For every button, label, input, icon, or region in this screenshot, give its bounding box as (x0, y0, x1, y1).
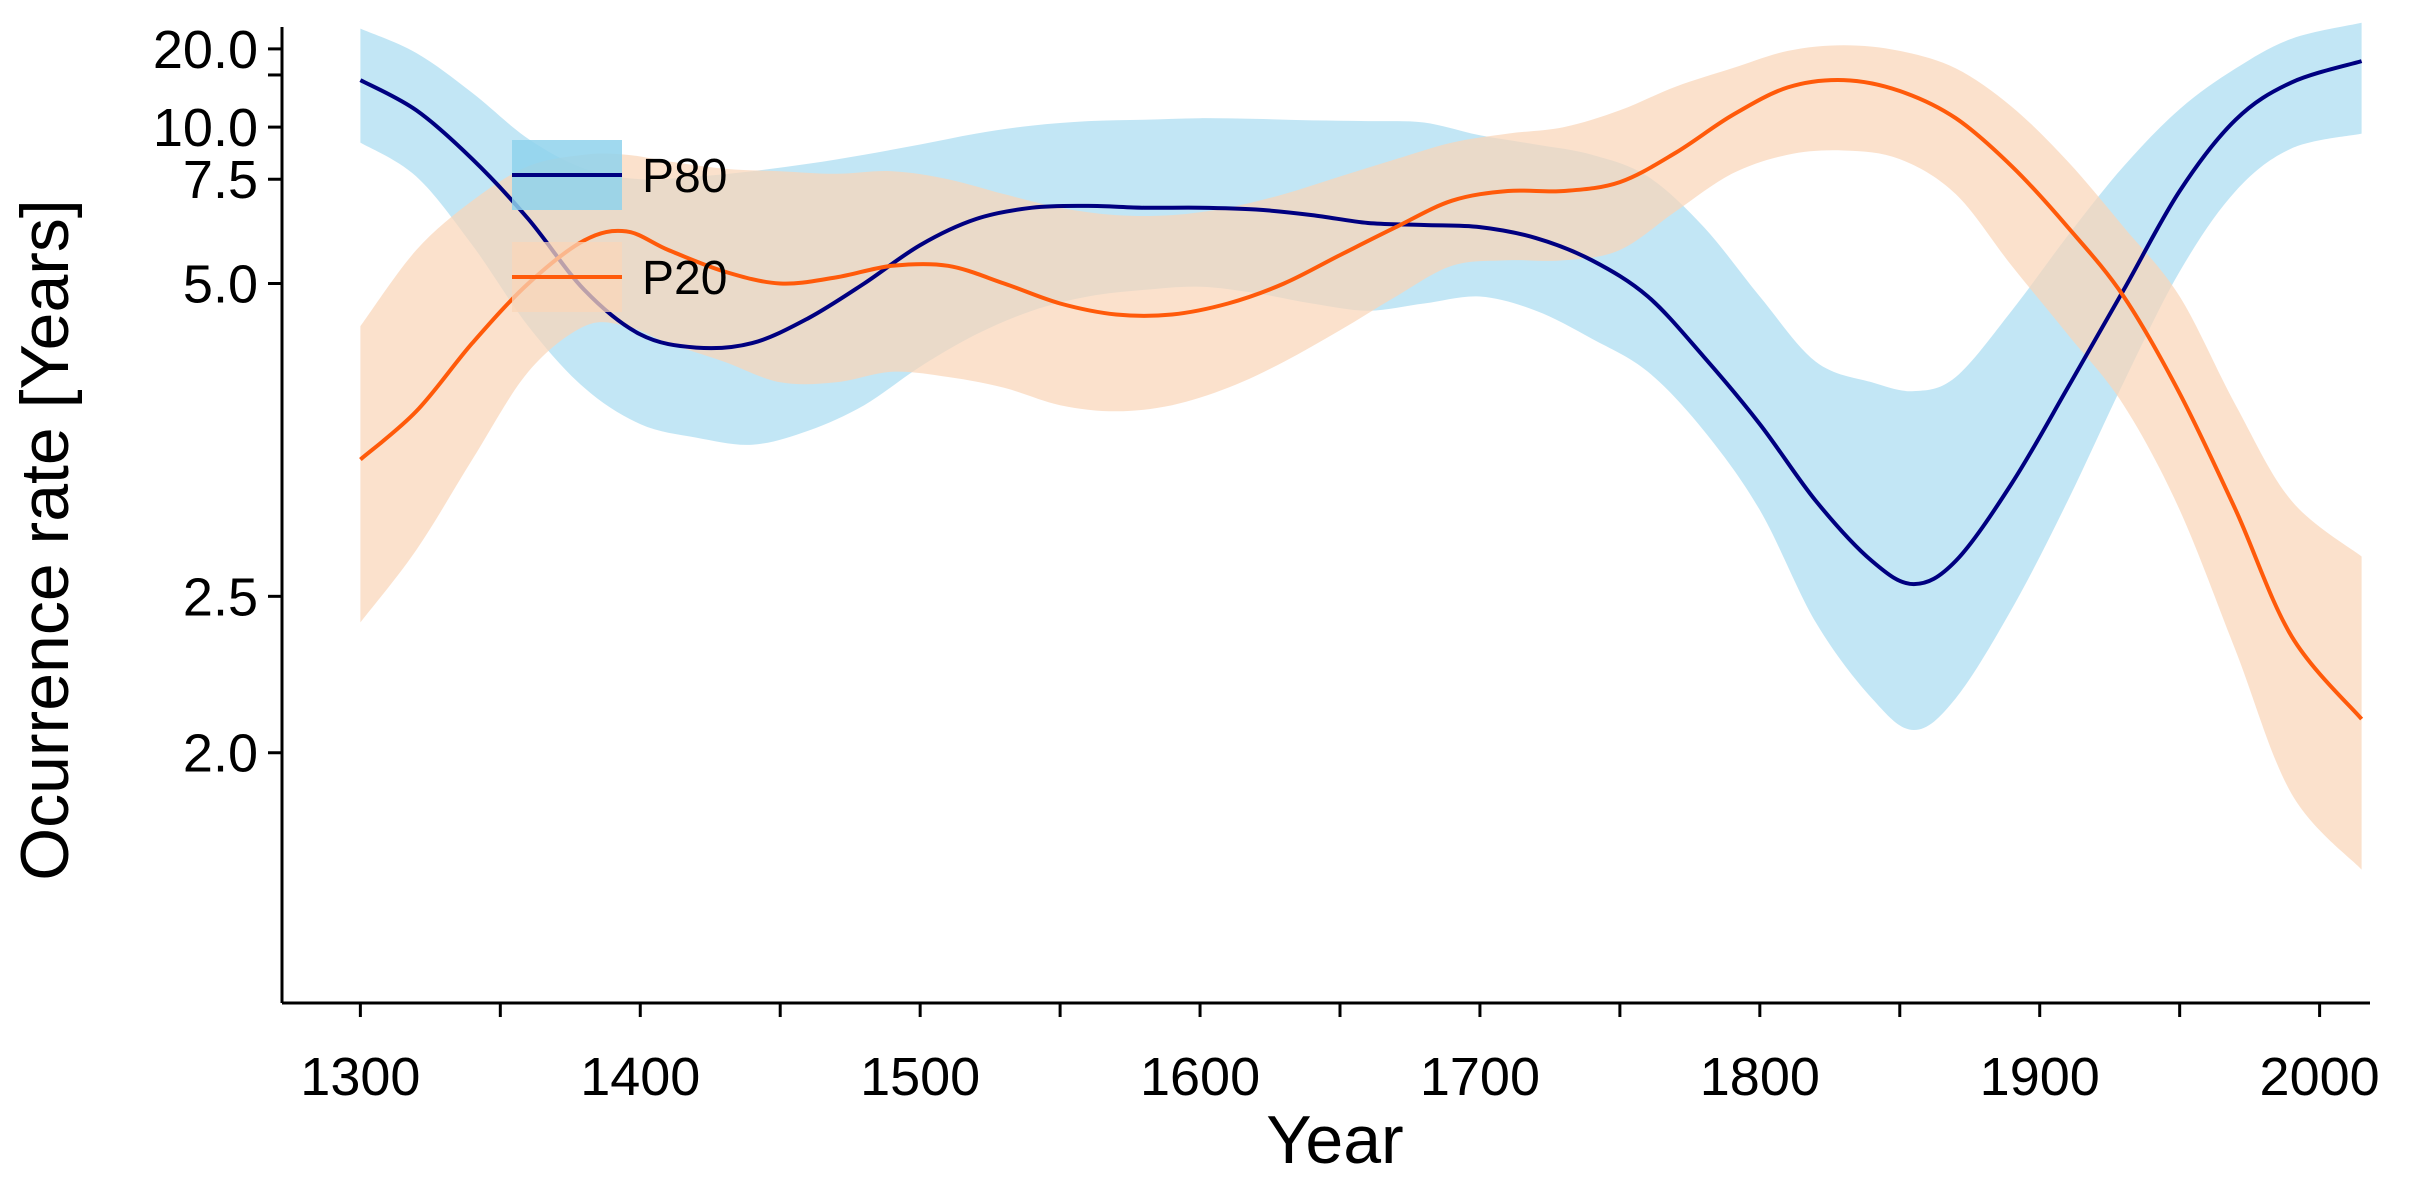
legend-label: P80 (642, 150, 727, 203)
y-tick-label: 5.0 (183, 255, 258, 315)
p80-band (360, 22, 2362, 731)
y-tick-label: 20.0 (153, 20, 258, 80)
x-tick-label: 1800 (1700, 1047, 1820, 1107)
p20-line (359, 77, 2364, 721)
y-tick-label: 10.0 (153, 98, 258, 158)
y-tick-label: 7.5 (183, 150, 258, 210)
x-tick-label: 1700 (1420, 1047, 1540, 1107)
legend-item-p80: P80 (512, 140, 727, 210)
legend-item-p20: P20 (512, 242, 727, 312)
y-tick-label: 2.5 (183, 567, 258, 627)
y-axis-label: Ocurrence rate [Years] (7, 199, 83, 881)
x-tick-label: 1400 (580, 1047, 700, 1107)
p80-line (359, 59, 2363, 587)
legend: P80 P20 (512, 140, 727, 312)
x-tick-label: 1600 (1140, 1047, 1260, 1107)
x-axis-label: Year (1266, 1102, 1403, 1178)
series-lines (359, 59, 2364, 721)
x-tick-label: 2000 (2260, 1047, 2380, 1107)
p20-band (360, 45, 2362, 870)
legend-label: P20 (642, 252, 727, 305)
x-tick-label: 1300 (300, 1047, 420, 1107)
axes: 1300 1400 1500 1600 1700 1800 1900 2000 2.0 2.5 5.… (153, 20, 2380, 1107)
x-tick-label: 1900 (1980, 1047, 2100, 1107)
x-tick-label: 1500 (860, 1047, 980, 1107)
y-tick-label: 2.0 (183, 724, 258, 784)
